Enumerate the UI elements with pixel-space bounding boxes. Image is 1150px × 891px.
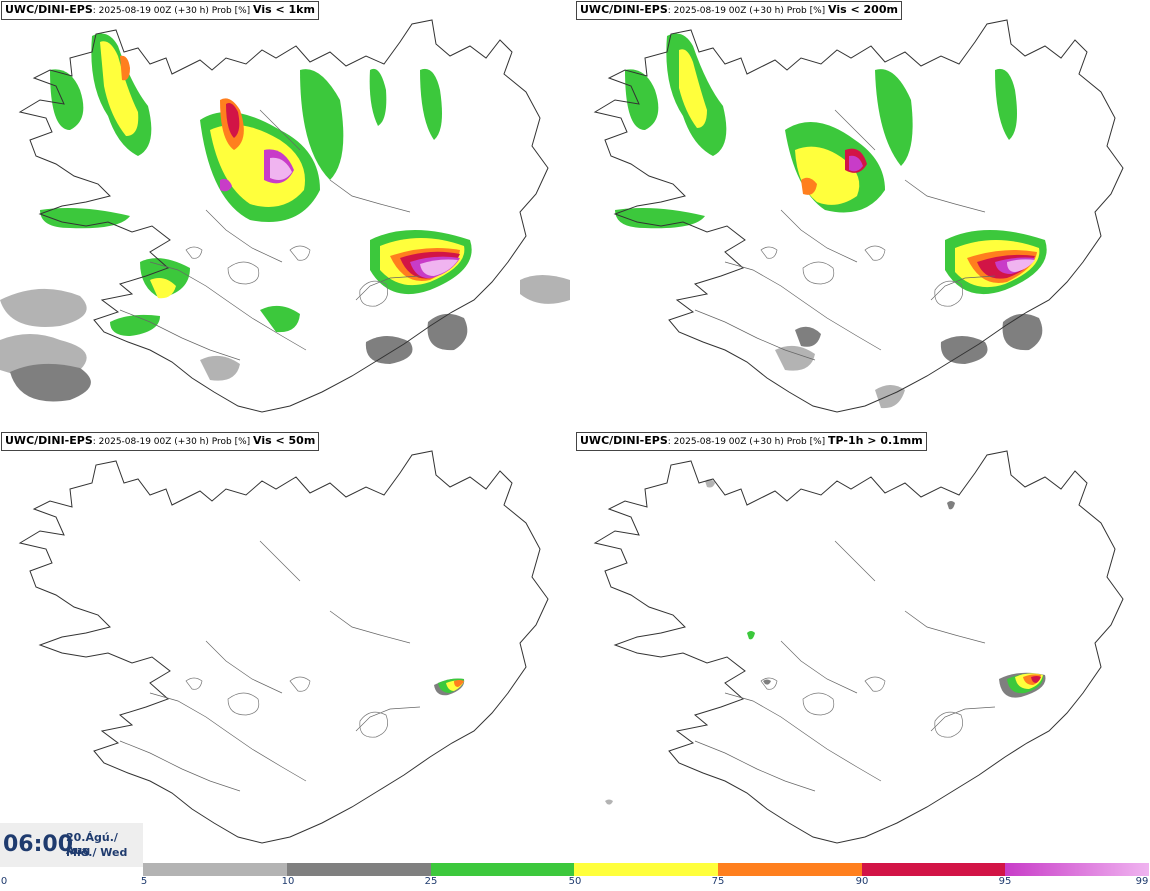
colorbar-label: 50 — [568, 876, 582, 887]
colorbar-segment — [862, 863, 1005, 876]
panel-title: UWC/DINI-EPS: 2025-08-19 00Z (+30 h) Pro… — [576, 432, 927, 451]
colorbar-label: 0 — [0, 876, 8, 887]
probability-map — [19, 450, 549, 844]
map-panel-vis-1km: UWC/DINI-EPS: 2025-08-19 00Z (+30 h) Pro… — [0, 0, 575, 431]
valid-time: 06:00 — [3, 832, 74, 857]
colorbar-label: 75 — [711, 876, 725, 887]
colorbar-segment — [287, 863, 431, 876]
valid-date-line1: 20.Ágú./ Aug — [66, 831, 118, 857]
colorbar-label: 95 — [998, 876, 1012, 887]
panel-title: UWC/DINI-EPS: 2025-08-19 00Z (+30 h) Pro… — [1, 1, 319, 20]
probability-map — [594, 19, 1124, 413]
map-panel-tp-1h: UWC/DINI-EPS: 2025-08-19 00Z (+30 h) Pro… — [575, 431, 1150, 862]
probability-colorbar — [143, 863, 1150, 876]
colorbar-label: 99 — [1135, 876, 1149, 887]
colorbar-segment — [574, 863, 718, 876]
probability-map — [0, 19, 570, 413]
probability-map — [594, 450, 1124, 844]
colorbar-segment — [1005, 863, 1149, 876]
colorbar-label: 10 — [281, 876, 295, 887]
map-panel-vis-50m: UWC/DINI-EPS: 2025-08-19 00Z (+30 h) Pro… — [0, 431, 575, 862]
colorbar-segment — [718, 863, 862, 876]
colorbar-label: 5 — [140, 876, 148, 887]
valid-time-box: 06:00 20.Ágú./ Aug Mið./ Wed — [0, 823, 143, 867]
map-panel-vis-200m: UWC/DINI-EPS: 2025-08-19 00Z (+30 h) Pro… — [575, 0, 1150, 431]
panel-title: UWC/DINI-EPS: 2025-08-19 00Z (+30 h) Pro… — [1, 432, 320, 451]
colorbar-label: 90 — [855, 876, 869, 887]
panel-title: UWC/DINI-EPS: 2025-08-19 00Z (+30 h) Pro… — [576, 1, 902, 20]
colorbar-segment — [431, 863, 574, 876]
colorbar-label: 25 — [424, 876, 438, 887]
colorbar-segment — [143, 863, 287, 876]
valid-date-line2: Mið./ Wed — [66, 846, 128, 859]
